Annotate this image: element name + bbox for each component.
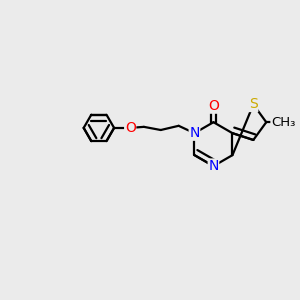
Text: S: S	[249, 98, 258, 111]
Text: CH₃: CH₃	[271, 116, 296, 129]
Text: N: N	[189, 126, 200, 140]
Text: N: N	[208, 159, 219, 173]
Text: O: O	[125, 121, 136, 135]
Text: O: O	[208, 99, 219, 113]
